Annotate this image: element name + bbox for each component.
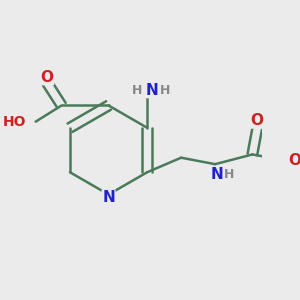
Text: O: O [40,70,53,85]
Text: O: O [251,113,264,128]
Text: N: N [210,167,223,182]
Text: HO: HO [2,115,26,129]
Text: O: O [288,153,300,168]
Text: N: N [146,83,158,98]
Text: N: N [102,190,115,205]
Text: H: H [224,168,234,181]
Text: H: H [160,84,170,97]
Text: H: H [132,84,142,97]
